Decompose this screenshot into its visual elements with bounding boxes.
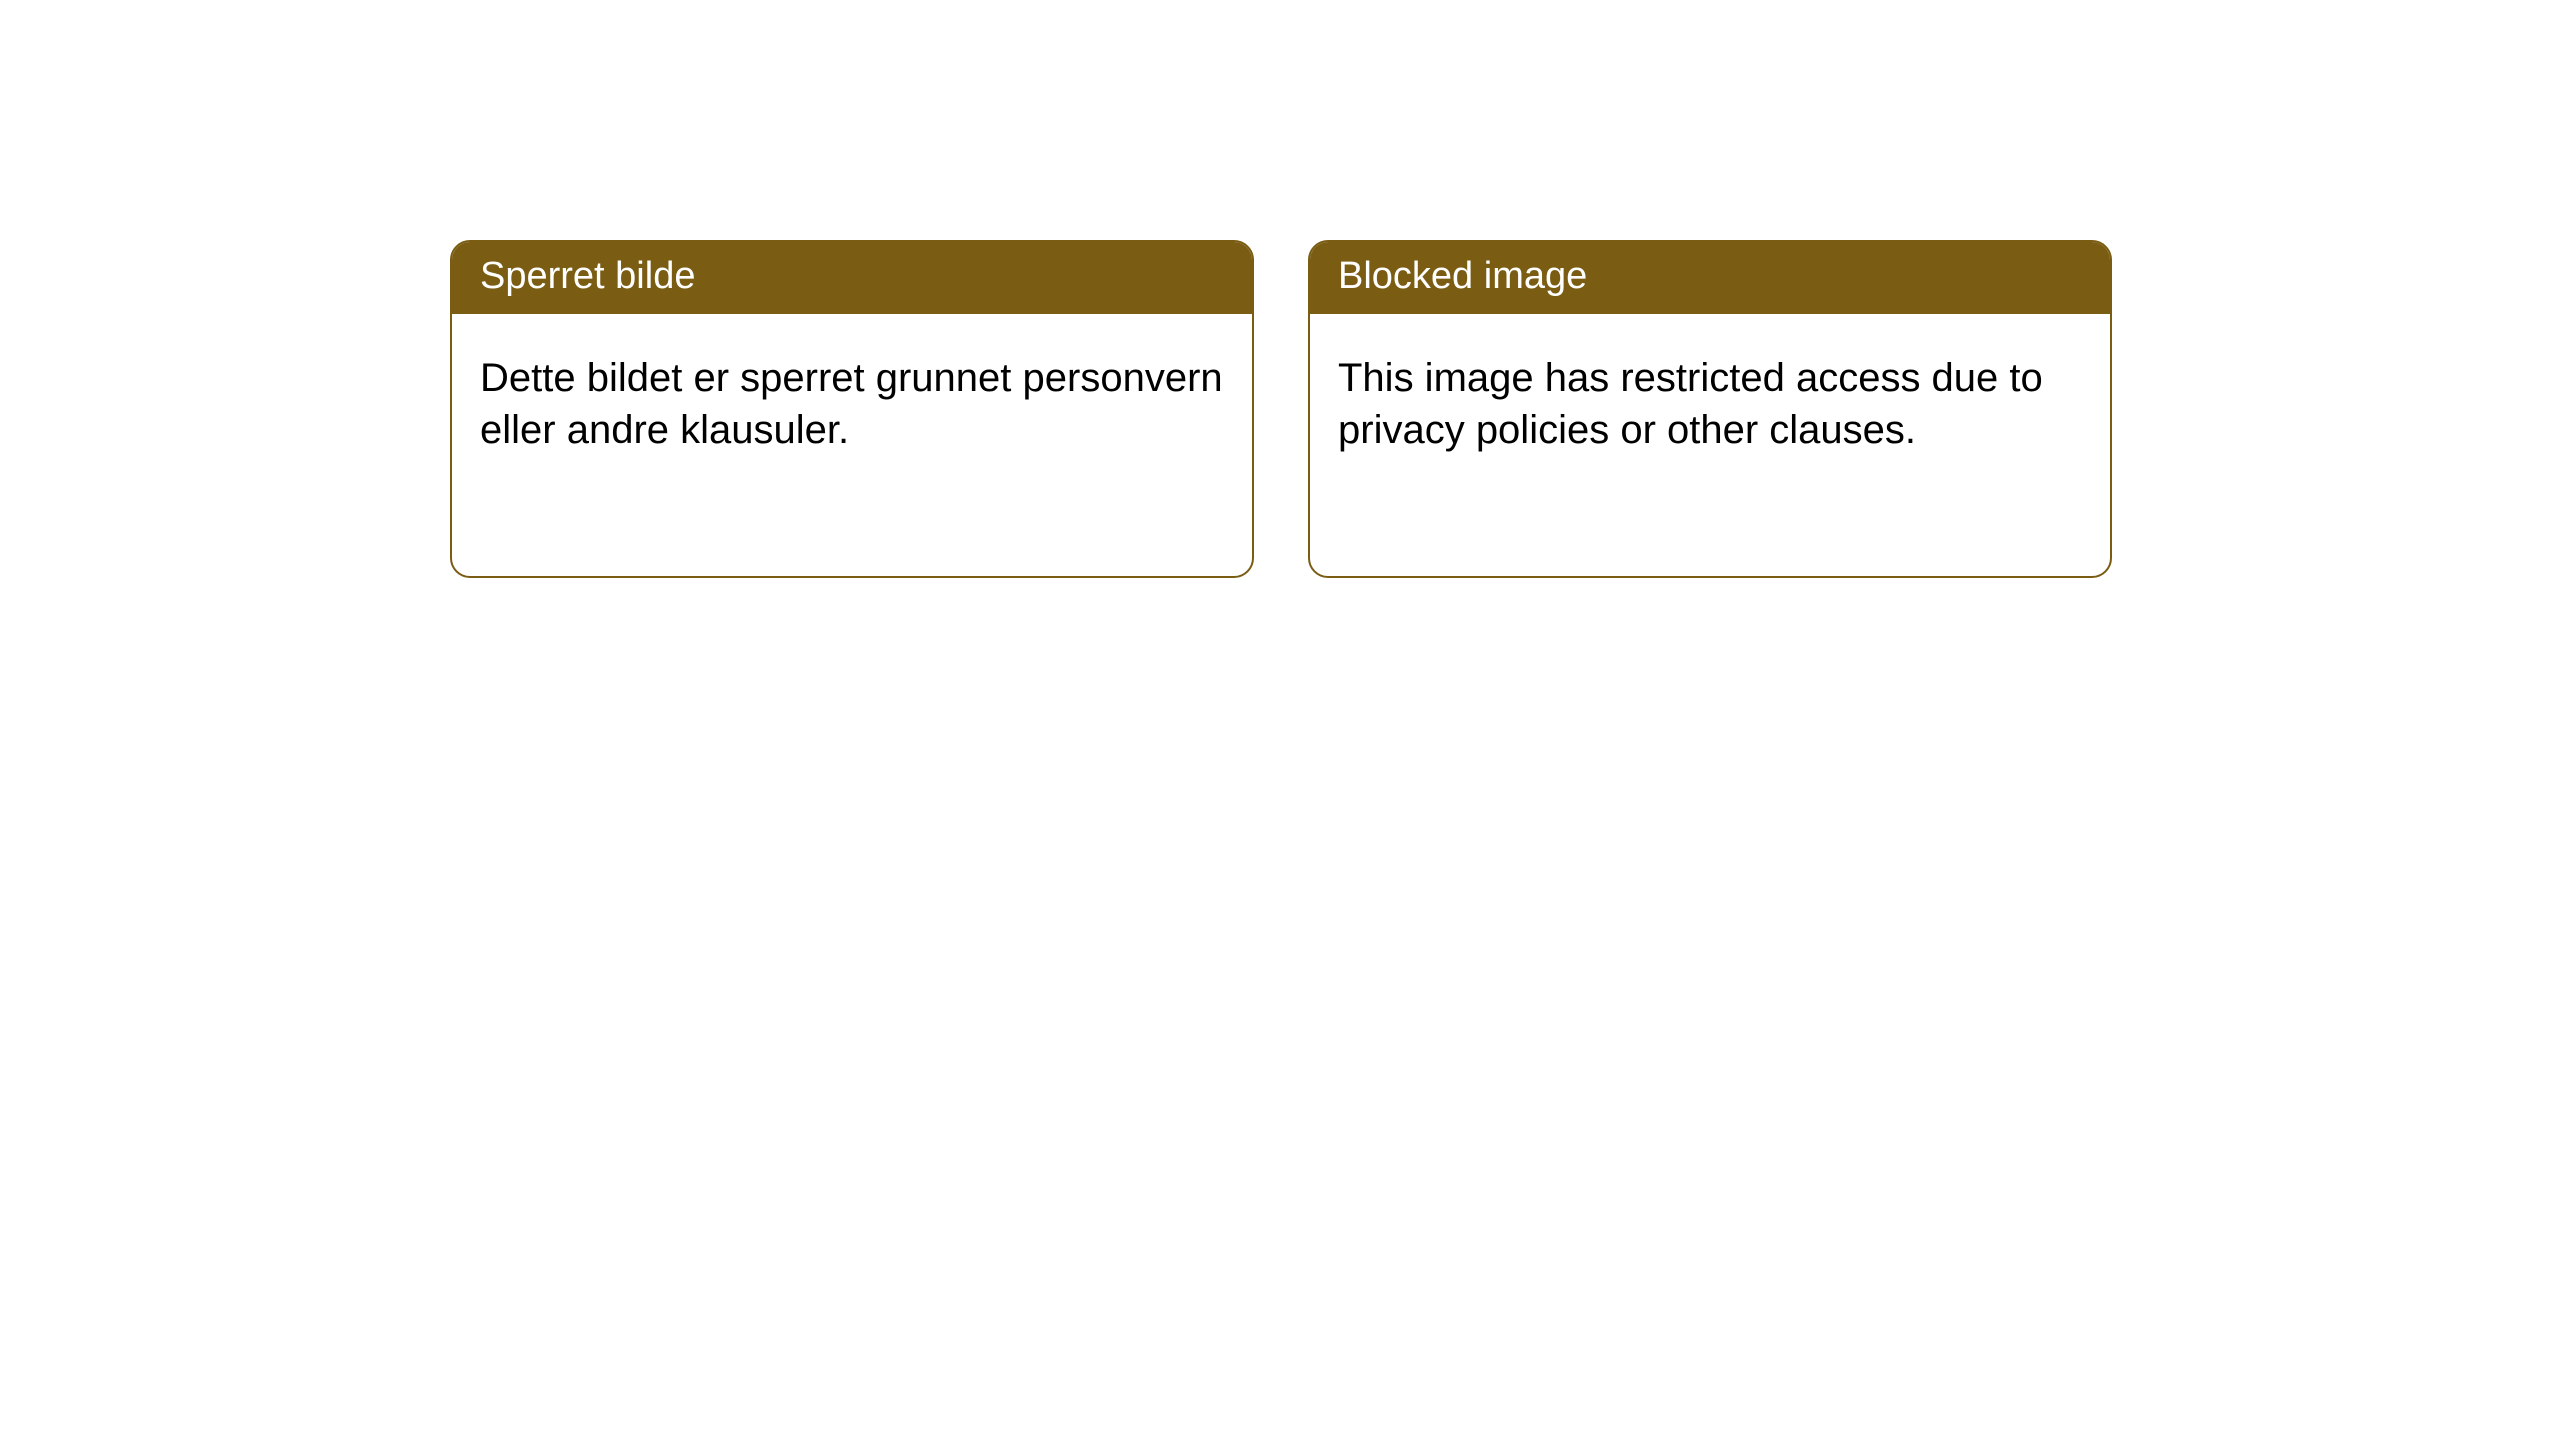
notice-card-title: Sperret bilde <box>452 242 1252 314</box>
notice-card-body: Dette bildet er sperret grunnet personve… <box>452 314 1252 484</box>
notice-card-norwegian: Sperret bilde Dette bildet er sperret gr… <box>450 240 1254 578</box>
notice-cards-row: Sperret bilde Dette bildet er sperret gr… <box>0 0 2560 578</box>
notice-card-title: Blocked image <box>1310 242 2110 314</box>
notice-card-english: Blocked image This image has restricted … <box>1308 240 2112 578</box>
notice-card-body: This image has restricted access due to … <box>1310 314 2110 484</box>
